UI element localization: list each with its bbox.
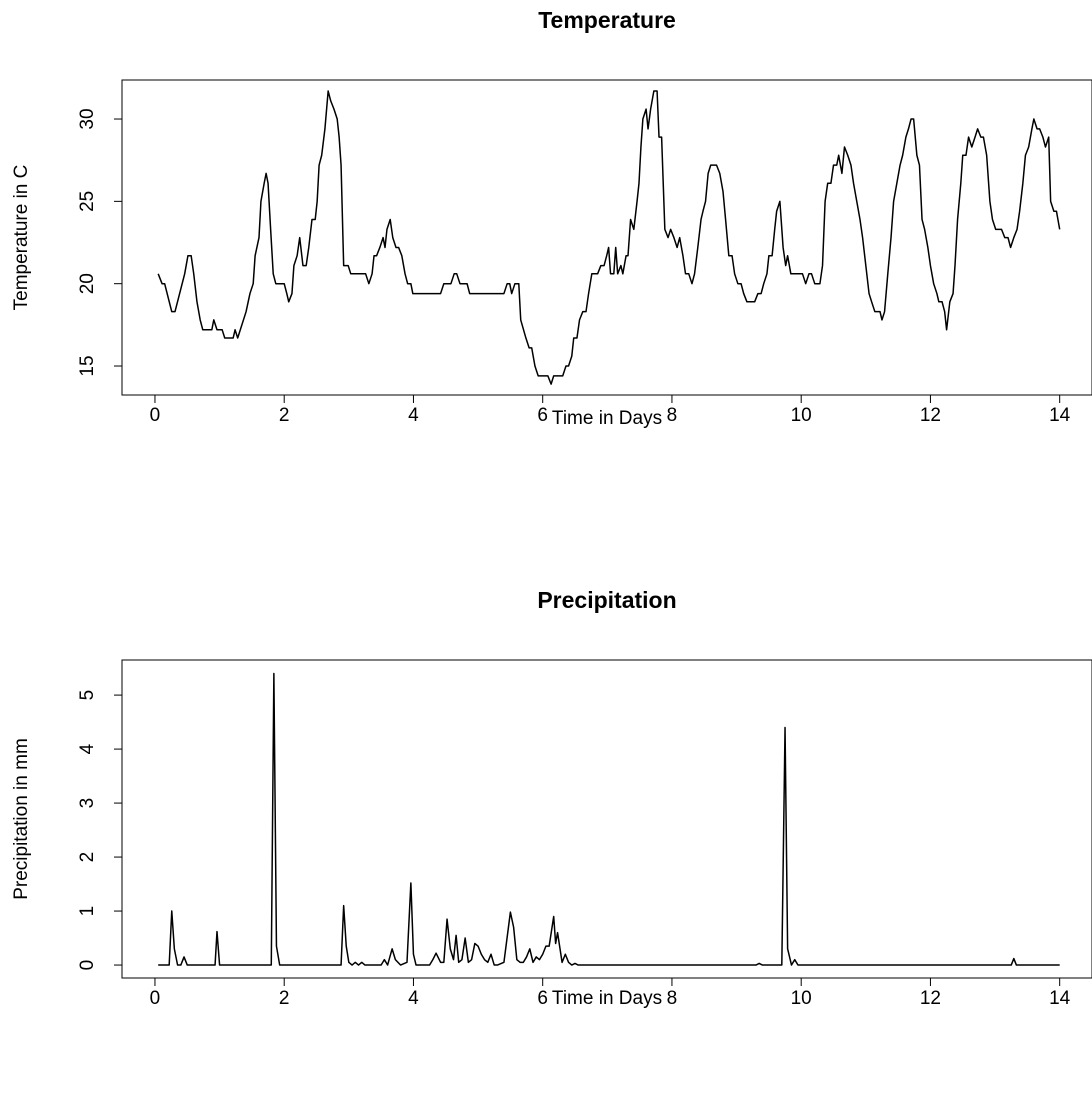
chart-title: Precipitation	[537, 587, 676, 613]
x-tick-label: 4	[408, 988, 419, 1009]
x-tick-label: 4	[408, 405, 419, 426]
y-tick-label: 3	[77, 798, 98, 809]
x-tick-label: 6	[537, 988, 548, 1009]
y-tick-label: 20	[77, 273, 98, 294]
y-tick-label: 25	[77, 191, 98, 212]
x-tick-label: 10	[791, 988, 812, 1009]
x-axis-label: Time in Days	[552, 408, 662, 429]
y-tick-label: 15	[77, 355, 98, 376]
y-tick-label: 4	[77, 743, 98, 754]
y-tick-label: 0	[77, 960, 98, 971]
x-tick-label: 12	[920, 988, 941, 1009]
y-tick-label: 2	[77, 852, 98, 863]
x-axis-label: Time in Days	[552, 988, 662, 1009]
x-tick-label: 0	[150, 988, 161, 1009]
y-tick-label: 5	[77, 690, 98, 701]
x-tick-label: 10	[791, 405, 812, 426]
plot-frame	[121, 79, 1092, 396]
x-tick-label: 2	[279, 988, 290, 1009]
x-tick-label: 14	[1049, 988, 1071, 1009]
x-tick-label: 14	[1049, 405, 1071, 426]
x-tick-label: 8	[667, 405, 678, 426]
data-line	[158, 672, 1060, 966]
y-axis-label: Temperature in C	[11, 165, 32, 311]
x-tick-label: 0	[150, 405, 161, 426]
y-axis-label: Precipitation in mm	[11, 738, 32, 900]
x-tick-label: 12	[920, 405, 941, 426]
x-tick-label: 2	[279, 405, 290, 426]
chart-title: Temperature	[538, 7, 676, 33]
data-line	[157, 90, 1061, 385]
y-tick-label: 1	[77, 906, 98, 917]
x-tick-label: 8	[667, 988, 678, 1009]
x-tick-label: 6	[537, 405, 548, 426]
y-tick-label: 30	[77, 108, 98, 129]
plot-frame	[121, 659, 1092, 979]
